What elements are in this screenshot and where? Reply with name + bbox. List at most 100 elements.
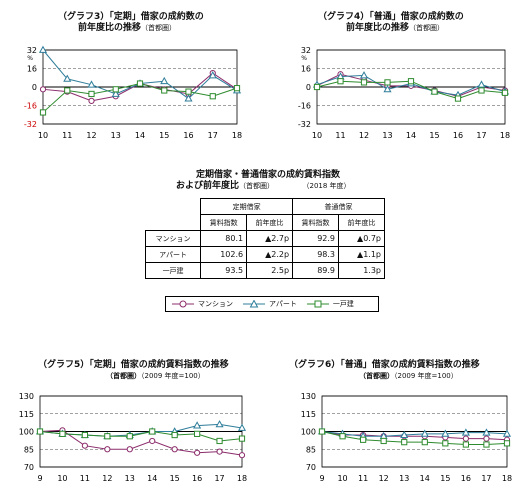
x-tick-label: 13 [399,474,409,483]
chart5: 130 115 100 85 709 10 11 12 13 14 15 16 17 18 [19,392,247,483]
table-row: マンション 80.1 ▲2.7p 92.9 ▲0.7p [144,230,385,247]
x-tick-label: 16 [461,474,471,483]
teiki-index: 93.5 [200,262,248,279]
y-tick-label: -32 [24,120,37,129]
chart3-title-line2: 前年度比の推移 [78,23,142,33]
point-house [171,431,178,439]
point-house [431,88,438,95]
x-tick-label: 12 [86,131,96,140]
point-house [104,433,111,440]
chart5-title-line2: （首都圏） [106,372,141,380]
point-house [478,87,485,94]
x-tick-label: 14 [406,131,416,140]
y-tick-label: 130 [301,392,316,401]
y-tick-label: 115 [301,410,316,419]
table-title-line1: 定期借家・普通借家の成約賃料指数 [196,170,341,180]
point-house [313,83,321,91]
point-apart [184,94,193,102]
x-tick-label: 12 [359,131,369,140]
rent-index-table: 定期借家 普通借家 賃料指数 前年度比 賃料指数 前年度比 マンション 80.1… [144,198,385,279]
header-futsu-index: 賃料指数 [292,214,339,231]
table-title: 定期借家・普通借家の成約賃料指数 および前年度比（首都圏） （2018 年度） [176,170,351,192]
x-tick-label: 9 [319,474,324,483]
chart3-title-line1: （グラフ3）「定期」借家の成約数の [58,12,204,22]
point-mansion [216,448,223,455]
legend-marker-house [306,300,329,308]
point-house [149,428,156,435]
point-mansion [238,452,246,459]
point-apart [359,71,369,79]
chart6-title-note: （2009 年度=100） [394,372,458,380]
point-house [360,79,368,86]
x-tick-label: 11 [358,474,368,483]
point-house [59,430,66,437]
x-tick-label: 12 [102,474,112,483]
x-tick-label: 17 [208,131,218,140]
chart6-title: （グラフ6）「普通」借家の成約賃料指数の推移 （首都圏）（2009 年度=100… [289,360,480,382]
series-line-house [42,83,238,113]
y-tick-label: 100 [19,428,34,437]
legend-marker-apart [243,300,265,308]
point-house [185,88,192,95]
x-tick-label: 10 [312,131,322,140]
point-house [39,109,47,116]
point-apart [87,80,96,88]
y-tick-label: 16 [301,65,311,74]
point-mansion [171,446,178,453]
table-title-year: （2018 年度） [306,182,351,190]
x-tick-label: 18 [500,131,510,140]
point-house [380,437,387,445]
x-tick-label: 10 [38,131,48,140]
point-house [194,430,201,437]
x-tick-label: 18 [232,131,242,140]
point-house [318,428,326,435]
legend-item-house: 一戸建 [306,299,354,309]
chart4-title-line1: （グラフ4）「普通」借家の成約数の [318,12,464,22]
table-title-region: （首都圏） [239,182,275,190]
point-house [238,435,246,442]
legend-label-mansion: マンション [198,300,233,308]
point-house [81,431,88,439]
table-row: 一戸建 93.5 2.5p 89.9 1.3p [144,262,385,279]
series-line-apart [321,431,508,437]
point-mansion [39,86,47,93]
point-apart [111,89,120,97]
point-house [339,433,346,440]
x-tick-label: 11 [335,131,345,140]
teiki-ratio: ▲2.2p [246,246,294,263]
y-tick-label: -16 [24,102,37,111]
futsu-index: 98.3 [292,246,339,263]
teiki-ratio: 2.5p [246,262,294,279]
point-apart [482,428,491,436]
x-tick-label: 17 [476,131,486,140]
chart5-title: （グラフ5）「定期」借家の成約賃料指数の推移 （首都圏）（2009 年度=100… [38,360,229,382]
point-house [462,441,469,448]
point-apart [160,76,169,85]
point-house [421,439,428,446]
point-mansion [483,435,490,442]
series-line-house [321,431,508,446]
y-tick-label: 70 [24,463,34,472]
point-house [503,440,511,447]
x-tick-label: 9 [37,474,42,483]
point-apart [400,430,409,438]
point-apart [502,429,512,437]
x-tick-label: 16 [183,131,193,140]
point-house [384,79,391,86]
y-tick-label: -16 [298,102,311,111]
x-tick-label: 14 [147,474,157,483]
point-house [442,440,449,447]
y-tick-label: 16 [27,65,37,74]
x-tick-label: 13 [125,474,135,483]
point-house [483,441,490,448]
row-label: 一戸建 [144,262,202,279]
x-tick-label: 13 [111,131,121,140]
y-tick-label: 85 [24,445,34,454]
chart6: 130 115 100 85 709 10 11 12 13 14 15 16 17 18 [301,392,512,483]
x-tick-label: 16 [453,131,463,140]
point-house [360,436,367,443]
point-house [454,95,462,102]
y-tick-label: 85 [306,445,316,454]
x-tick-label: 10 [337,474,347,483]
table-row: アパート 102.6 ▲2.2p 98.3 ▲1.1p [144,246,385,263]
